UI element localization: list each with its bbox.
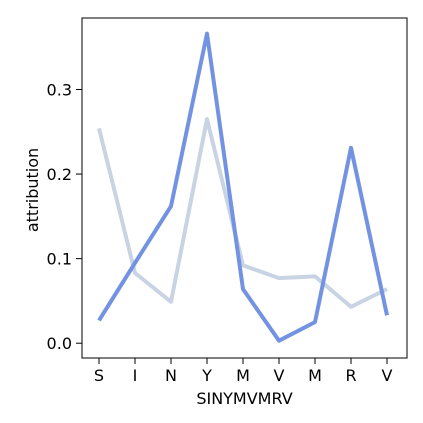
x-tick-label: M	[308, 366, 322, 385]
x-tick-label: S	[94, 366, 104, 385]
x-tick-label: Y	[201, 366, 212, 385]
plot-area	[81, 17, 408, 359]
x-tick-label: V	[274, 366, 285, 385]
x-tick-label: N	[165, 366, 177, 385]
x-tick-label: V	[382, 366, 393, 385]
x-axis-label: SINYMVMRV	[196, 389, 292, 408]
y-tick-label: 0.1	[47, 250, 72, 269]
x-tick-label: I	[133, 366, 138, 385]
series-group	[97, 31, 389, 343]
y-axis-label: attribution	[23, 148, 42, 232]
y-tick-label: 0.0	[47, 334, 72, 353]
y-tick-label: 0.3	[47, 80, 72, 99]
x-tick-label: R	[345, 366, 356, 385]
y-axis: 0.0 0.1 0.2 0.3	[47, 80, 82, 353]
y-tick-label: 0.2	[47, 165, 72, 184]
x-tick-label: M	[236, 366, 250, 385]
